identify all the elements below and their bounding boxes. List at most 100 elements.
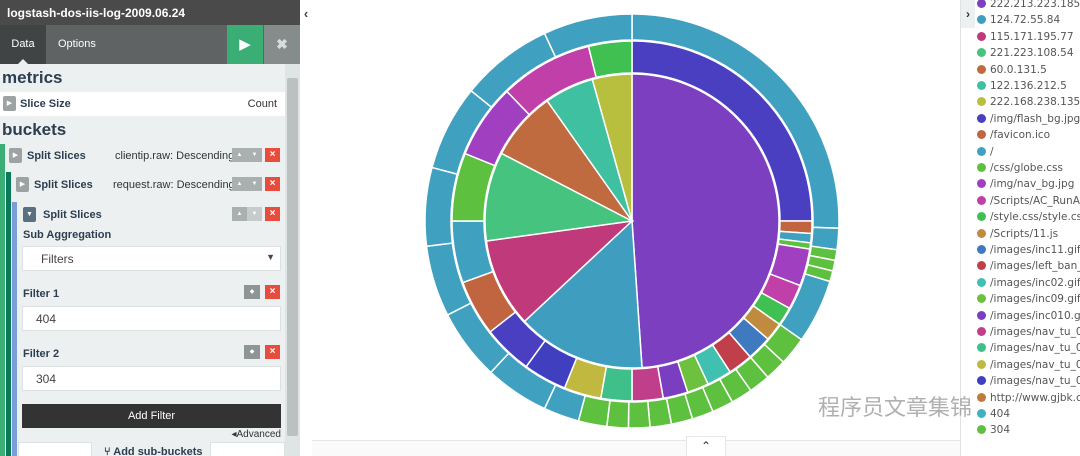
pie-slice[interactable] [591,73,633,222]
legend-item[interactable]: /images/left_ban_b... [977,260,1080,276]
sub-bucket-type-select[interactable] [210,442,285,456]
legend-dot-icon [977,359,986,369]
move-up-icon[interactable]: ▲ [232,177,247,191]
legend-item[interactable]: 60.0.131.5 [977,64,1047,80]
legend-item[interactable]: 122.136.212.5 [977,80,1067,96]
chart-legend: › 222.213.223.185 124.72.55.84 115.171.195… [960,0,1080,456]
outer-ring [424,13,840,429]
legend-item[interactable]: / [977,146,994,162]
metric-row[interactable]: ▶ Slice Size Count [0,92,285,116]
expand-toggle-icon[interactable]: ▶ [3,96,16,111]
watermark: 程序员文章集锦 [818,396,973,421]
agg-color-bar-3 [12,202,17,456]
legend-item[interactable]: /images/nav_tu_03... [977,359,1080,375]
legend-item[interactable]: /Scripts/11.js [977,228,1058,244]
legend-item[interactable]: 404 [977,408,1010,424]
legend-dot-icon [977,48,986,58]
tab-options[interactable]: Options [58,38,96,50]
tag-icon[interactable]: ◆ [244,345,260,359]
add-filter-button[interactable]: Add Filter [22,404,281,428]
pie-slice[interactable] [484,152,635,242]
pie-slice[interactable] [631,73,780,369]
pie-slice[interactable] [543,13,633,58]
legend-item[interactable]: /img/nav_bg.jpg [977,178,1074,194]
legend-item[interactable]: /favicon.ico [977,129,1050,145]
remove-filter-1-icon[interactable]: × [265,285,280,299]
pie-slice[interactable] [627,400,651,429]
legend-item[interactable]: 222.213.223.185 [977,0,1080,14]
legend-label: 221.223.108.54 [990,47,1074,60]
legend-item[interactable]: /images/inc010.gif [977,310,1080,326]
remove-filter-2-icon[interactable]: × [265,345,280,359]
move-down-icon[interactable]: ▼ [247,148,262,162]
legend-item[interactable]: /images/inc11.gif [977,244,1080,260]
legend-item[interactable]: 115.171.195.77 [977,31,1074,47]
legend-item[interactable]: /images/nav_tu_04... [977,375,1080,391]
filter-1-label: Filter 1 [23,288,60,300]
move-up-icon[interactable]: ▲ [232,207,247,221]
legend-dot-icon [977,294,986,304]
pie-slice[interactable] [523,219,643,369]
legend-item[interactable]: /images/nav_tu_01... [977,326,1080,342]
legend-item[interactable]: /images/inc02.gif [977,277,1080,293]
filter-1-input[interactable]: 404 [22,306,281,331]
collapse-sidebar-icon[interactable]: ‹ [303,6,309,21]
tag-icon[interactable]: ◆ [244,285,260,299]
bucket-agg-1[interactable]: ▶ Split Slices clientip.raw: Descending … [6,144,285,166]
sidebar-scrollbar[interactable] [285,64,300,456]
legend-label: /style.css/style.css [990,211,1080,224]
legend-item[interactable]: /images/inc09.gif [977,293,1080,309]
legend-item[interactable]: /style.css/style.css [977,211,1080,227]
advanced-toggle[interactable]: ◂Advanced [231,429,281,440]
bucket-agg-2[interactable]: ▶ Split Slices request.raw: Descending ▲… [12,172,285,196]
add-sub-buckets-button[interactable]: ⑂ Add sub-buckets [104,446,202,456]
legend-item[interactable]: 304 [977,424,1010,440]
legend-label: /images/nav_tu_02... [990,342,1080,355]
filter-2-label: Filter 2 [23,348,60,360]
remove-agg-icon[interactable]: × [265,207,280,221]
legend-label: 60.0.131.5 [990,63,1047,76]
legend-item[interactable]: /Scripts/AC_RunAc... [977,195,1080,211]
tab-data[interactable]: Data [0,25,46,64]
bucket-agg-3[interactable]: ▼ Split Slices ▲ ▼ × [18,202,285,226]
advanced-label: Advanced [236,429,281,440]
legend-toggle-icon[interactable]: › [961,0,975,28]
pie-slice[interactable] [485,219,635,323]
expand-toggle-icon[interactable]: ▶ [9,148,22,163]
pie-slice[interactable] [631,365,665,402]
legend-label: 304 [990,424,1011,437]
legend-item[interactable]: /img/flash_bg.jpg [977,113,1080,129]
move-down-icon[interactable]: ▼ [247,177,262,191]
filter-2-input[interactable]: 304 [22,366,281,391]
remove-agg-icon[interactable]: × [265,148,280,162]
legend-dot-icon [977,392,986,402]
legend-item[interactable]: /images/nav_tu_02... [977,342,1080,358]
legend-item[interactable]: /css/globe.css [977,162,1063,178]
legend-label: /img/flash_bg.jpg [990,112,1080,125]
pie-slice[interactable] [587,40,633,79]
discard-changes-button[interactable]: ✖ [264,25,300,64]
move-up-icon[interactable]: ▲ [232,148,247,162]
legend-item[interactable]: 222.168.238.135 [977,96,1080,112]
pie-chart [424,13,840,429]
legend-dot-icon [977,179,986,189]
collapse-toggle-icon[interactable]: ▼ [23,207,36,222]
pie-slice[interactable] [646,397,673,429]
sub-aggregation-select[interactable]: Filters ▼ [22,246,281,271]
legend-dot-icon [977,15,986,25]
legend-dot-icon [977,245,986,254]
move-down-icon: ▼ [247,207,262,221]
legend-item[interactable]: http://www.gjbk.cn... [977,392,1080,408]
metric-value: Count [247,98,277,110]
legend-item[interactable]: 221.223.108.54 [977,47,1074,63]
expand-spy-icon[interactable]: ⌃ [686,436,726,456]
scrollbar-thumb[interactable] [287,78,298,436]
apply-changes-button[interactable]: ▶ [227,25,263,64]
expand-toggle-icon[interactable]: ▶ [16,177,29,192]
agg-summary: request.raw: Descending [113,179,235,191]
legend-dot-icon [977,31,986,41]
remove-agg-icon[interactable]: × [265,177,280,191]
bucket-type-select[interactable] [18,442,92,456]
legend-item[interactable]: 124.72.55.84 [977,14,1060,30]
legend-label: /Scripts/11.js [990,227,1059,240]
